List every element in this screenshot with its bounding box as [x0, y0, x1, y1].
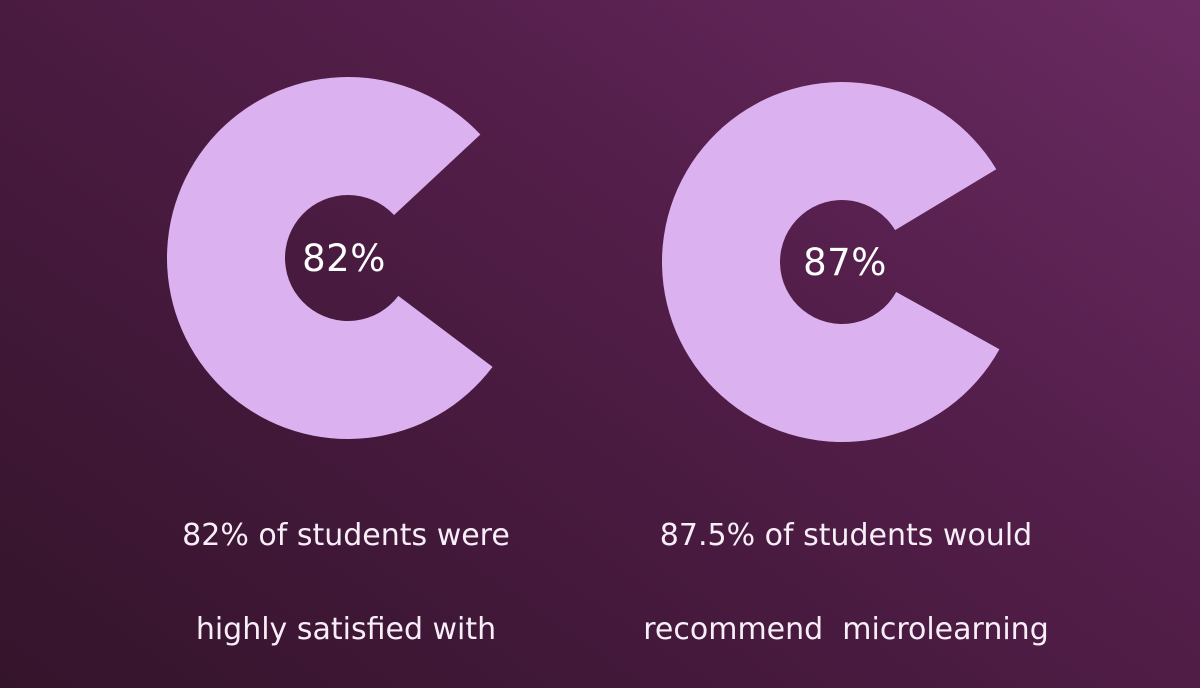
caption-recommend-line-2: recommend microlearning [643, 612, 1049, 647]
donut-recommend-value: 87% [803, 241, 887, 284]
caption-recommend-line-1: 87.5% of students would [659, 518, 1033, 553]
donut-recommend [661, 81, 1000, 442]
caption-satisfied-line-2: highly satisfied with [195, 612, 497, 647]
caption-satisfied-line-1: 82% of students were [182, 518, 510, 553]
donut-satisfied [167, 77, 493, 440]
caption-recommend: 87.5% of students would recommend microl… [606, 465, 1086, 688]
caption-satisfied: 82% of students were highly satisfied wi… [106, 465, 586, 688]
donut-satisfied-value: 82% [302, 237, 386, 280]
